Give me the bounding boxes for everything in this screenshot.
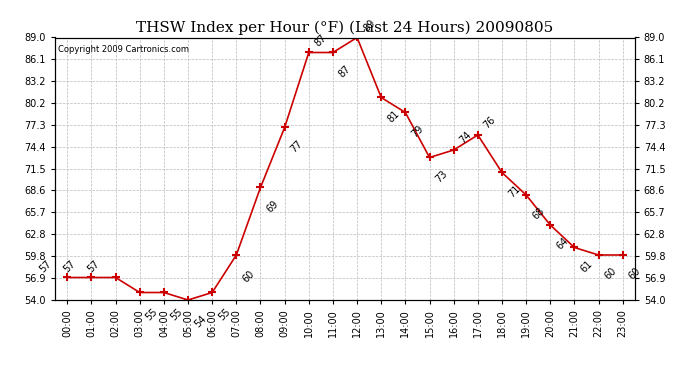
Text: 87: 87	[313, 33, 328, 48]
Text: 89: 89	[362, 18, 377, 33]
Text: 60: 60	[627, 266, 642, 282]
Text: 57: 57	[86, 259, 101, 275]
Text: 61: 61	[579, 259, 594, 274]
Text: 73: 73	[434, 169, 449, 184]
Text: 54: 54	[193, 314, 208, 330]
Text: 55: 55	[168, 306, 184, 322]
Text: 74: 74	[458, 130, 473, 146]
Text: 57: 57	[61, 259, 77, 275]
Text: 55: 55	[217, 306, 233, 322]
Text: 64: 64	[555, 236, 570, 252]
Text: 60: 60	[241, 269, 256, 285]
Text: 76: 76	[482, 115, 497, 131]
Text: 68: 68	[531, 206, 546, 222]
Text: 81: 81	[386, 109, 401, 124]
Text: 55: 55	[144, 306, 160, 322]
Text: 71: 71	[506, 184, 522, 200]
Text: 57: 57	[37, 259, 53, 275]
Text: 79: 79	[410, 124, 425, 140]
Text: Copyright 2009 Cartronics.com: Copyright 2009 Cartronics.com	[58, 45, 189, 54]
Text: 87: 87	[337, 64, 353, 80]
Text: 77: 77	[289, 139, 305, 154]
Title: THSW Index per Hour (°F) (Last 24 Hours) 20090805: THSW Index per Hour (°F) (Last 24 Hours)…	[137, 21, 553, 35]
Text: 60: 60	[603, 266, 618, 282]
Text: 69: 69	[265, 199, 280, 214]
